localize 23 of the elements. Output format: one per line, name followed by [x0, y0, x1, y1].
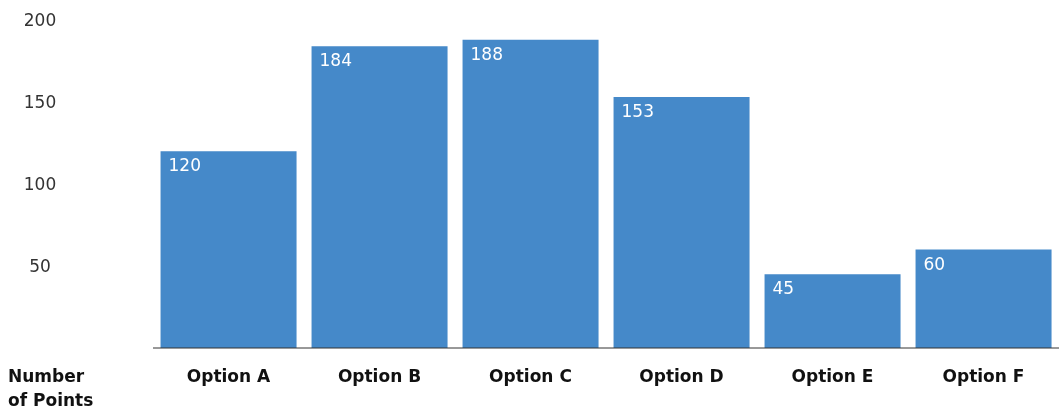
data-label: 45 [772, 278, 795, 299]
data-label: 153 [621, 101, 654, 122]
data-label: 60 [923, 253, 946, 274]
x-tick-label: Option F [942, 366, 1025, 387]
x-tick-label: Option C [489, 366, 572, 387]
data-label: 184 [319, 50, 352, 71]
x-tick-label: Option D [639, 366, 724, 387]
y-tick-label: 200 [23, 10, 57, 30]
bar [764, 274, 901, 348]
data-label: 120 [168, 155, 201, 176]
y-tick-label: 150 [23, 92, 57, 112]
bar [915, 249, 1052, 348]
x-tick-label: Option A [186, 366, 272, 387]
bar [311, 46, 448, 348]
bar [160, 151, 297, 348]
data-label: 188 [470, 43, 503, 64]
x-tick-label: Option B [337, 366, 422, 387]
x-tick-label: Option E [791, 366, 874, 387]
y-tick-label: 50 [29, 256, 51, 276]
bar [462, 39, 599, 348]
y-axis-title: Number of Points [8, 365, 95, 412]
bar [613, 97, 750, 348]
y-tick-label: 100 [23, 174, 57, 194]
